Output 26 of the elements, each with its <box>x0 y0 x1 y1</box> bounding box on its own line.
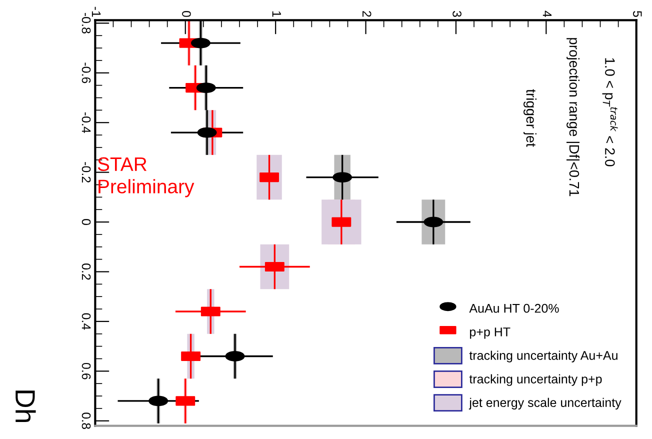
y-tick-label: 0.2 <box>82 264 91 280</box>
y-tick-label: -0.6 <box>82 62 91 84</box>
annotation: STAR Preliminary <box>98 157 194 198</box>
x-tick-label: 4 <box>542 10 552 18</box>
annotation: projection range |Df|<0.71 <box>566 38 580 196</box>
legend-label: p+p HT <box>470 328 510 339</box>
x-tick-label: -1 <box>92 6 101 17</box>
y-tick-label: 0 <box>82 219 91 226</box>
x-tick-label: 5 <box>632 10 642 17</box>
x-tick-label: 0 <box>182 10 191 17</box>
x-tick-label: 3 <box>452 10 462 17</box>
x-tick-label: 1 <box>272 11 281 17</box>
annotation: trigger jet <box>524 89 536 147</box>
y-tick-label: 0.6 <box>82 362 91 380</box>
y-tick-label: -0.8 <box>82 12 91 34</box>
legend-label: tracking uncertainty p+p <box>469 374 602 386</box>
annotation: 1.0 < p$_{T}$$^{track}$ < 2.0 <box>602 58 618 166</box>
y-axis-title: Dh <box>16 390 36 422</box>
y-tick-label: -0.4 <box>82 112 91 133</box>
legend-label: tracking uncertainty Au+Au <box>469 350 618 362</box>
legend-label: jet energy scale uncertainty <box>468 398 622 410</box>
y-tick-label: -0.2 <box>82 162 91 182</box>
y-tick-label: 0.4 <box>82 313 91 330</box>
y-tick-label: 0.8 <box>82 412 91 430</box>
legend-label: AuAu HT 0-20% <box>469 304 559 313</box>
x-tick-label: 2 <box>362 11 372 17</box>
